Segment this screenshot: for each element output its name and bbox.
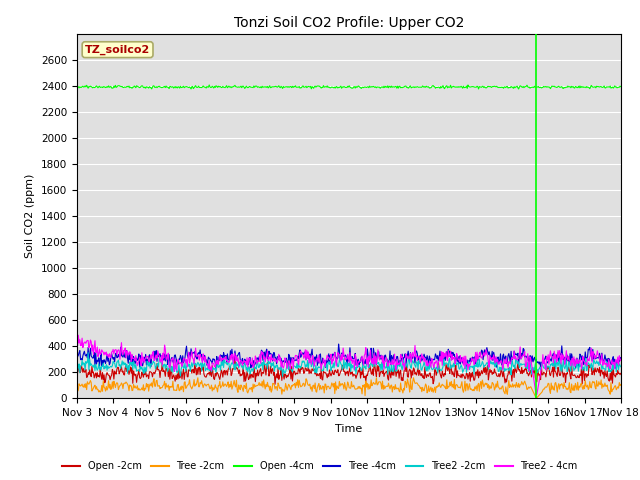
Legend: Open -2cm, Tree -2cm, Open -4cm, Tree -4cm, Tree2 -2cm, Tree2 - 4cm: Open -2cm, Tree -2cm, Open -4cm, Tree -4…: [58, 457, 582, 475]
Title: Tonzi Soil CO2 Profile: Upper CO2: Tonzi Soil CO2 Profile: Upper CO2: [234, 16, 464, 30]
X-axis label: Time: Time: [335, 424, 362, 433]
Text: TZ_soilco2: TZ_soilco2: [85, 45, 150, 55]
Y-axis label: Soil CO2 (ppm): Soil CO2 (ppm): [25, 174, 35, 258]
